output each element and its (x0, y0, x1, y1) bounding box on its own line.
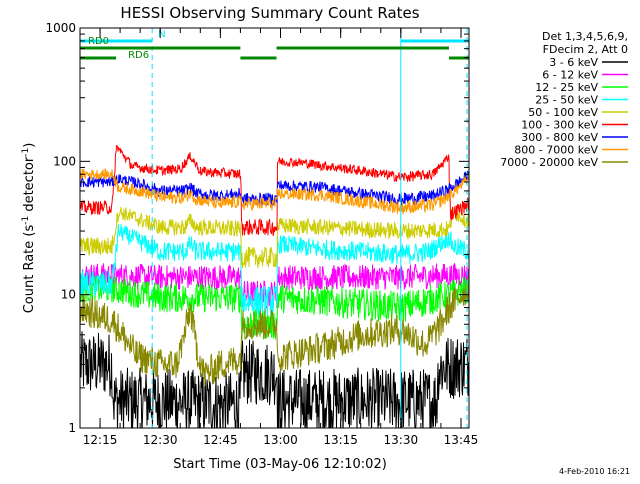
y-tick-label: 100 (53, 154, 76, 168)
y-label-part: Count Rate (s (22, 225, 37, 314)
y-tick-label: 1000 (45, 21, 76, 35)
legend-label: 300 - 800 keV (521, 131, 598, 144)
series-line (80, 224, 469, 317)
state-bar-label: RD0 (88, 36, 109, 47)
y-tick-label: 10 (61, 288, 76, 302)
series-layer (80, 145, 469, 428)
legend-header: FDecim 2, Att 0 (543, 43, 628, 56)
axes: 12:15 12:30 12:45 13:00 13:15 13:30 13:45 1 10 10… (45, 21, 478, 447)
x-tick-label: 12:45 (203, 433, 238, 447)
legend-label: 12 - 25 keV (535, 81, 598, 94)
legend: Det 1,3,4,5,6,9,FDecim 2, Att 03 - 6 keV… (500, 30, 628, 169)
state-bar-label: N (158, 29, 165, 40)
series-line (80, 206, 469, 269)
x-tick-label: 12:30 (143, 433, 178, 447)
legend-label: 50 - 100 keV (528, 106, 598, 119)
series-line (80, 170, 469, 207)
x-tick-label: 13:00 (263, 433, 298, 447)
plot-frame (79, 27, 470, 429)
y-label-part: ) (22, 143, 37, 148)
state-bars: N RD0 RD6 (80, 29, 469, 61)
x-tick-label: 13:15 (323, 433, 358, 447)
legend-label: 6 - 12 keV (542, 69, 598, 82)
legend-label: 3 - 6 keV (549, 56, 598, 69)
legend-label: 800 - 7000 keV (514, 144, 598, 157)
y-label-sup: -1 (21, 148, 31, 157)
series-line (80, 331, 469, 428)
footer-timestamp: 4-Feb-2010 16:21 (559, 467, 630, 476)
chart-title: HESSI Observing Summary Count Rates (120, 4, 419, 22)
series-line (80, 145, 469, 237)
x-tick-label: 13:45 (444, 433, 479, 447)
legend-label: 7000 - 20000 keV (500, 156, 598, 169)
y-label-part: detector (22, 156, 37, 216)
y-tick-label: 1 (68, 421, 76, 435)
x-axis-label: Start Time (03-May-06 12:10:02) (173, 457, 387, 472)
legend-label: 100 - 300 keV (521, 119, 598, 132)
series-line (80, 283, 469, 387)
x-tick-label: 12:15 (83, 433, 118, 447)
legend-label: 25 - 50 keV (535, 94, 598, 107)
state-bar-label: RD6 (128, 50, 149, 61)
x-tick-label: 13:30 (384, 433, 419, 447)
series-line (80, 168, 469, 215)
legend-header: Det 1,3,4,5,6,9, (542, 30, 628, 43)
y-axis-label: Count Rate (s-1 detector-1) (21, 143, 37, 314)
y-label-sup: -1 (21, 216, 31, 225)
